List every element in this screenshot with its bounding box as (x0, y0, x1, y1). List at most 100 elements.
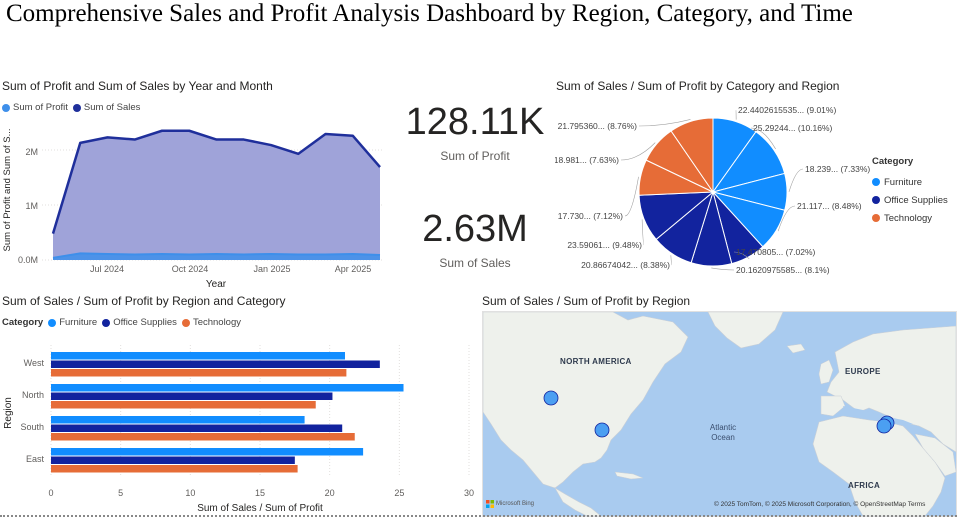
bar-rect[interactable] (51, 416, 305, 424)
pie-data-label: 18.239... (7.33%) (805, 164, 870, 174)
legend-dot (872, 196, 880, 204)
map-bubble-east[interactable] (876, 418, 892, 434)
pie-chart[interactable]: 22.4402615535... (9.01%) 25.29244... (10.… (555, 100, 870, 285)
pie-leader-line (670, 255, 673, 266)
bar-legend-furniture[interactable]: Furniture (59, 317, 98, 328)
pie-data-label: 25.29244... (10.16%) (753, 123, 833, 133)
pie-leader-line (750, 127, 776, 150)
legend-dot (102, 318, 111, 327)
pie-leader-line (733, 251, 750, 260)
pie-leader-line (641, 219, 645, 246)
bar-category-label: West (24, 358, 45, 368)
bar-x-tick: 0 (48, 488, 53, 498)
map-label-north-america: NORTH AMERICA (560, 357, 632, 366)
map-copyright[interactable]: © 2025 TomTom, © 2025 Microsoft Corporat… (714, 501, 926, 508)
bar-rect[interactable] (51, 392, 333, 401)
map-land-shapes (483, 312, 956, 516)
bar-legend-office-supplies[interactable]: Office Supplies (113, 317, 177, 328)
pie-data-label: 17.730... (7.12%) (558, 211, 623, 221)
pie-leader-line (638, 119, 691, 127)
area-chart-title: Sum of Profit and Sum of Sales by Year a… (2, 79, 273, 93)
pie-leader-line (777, 205, 796, 232)
area-y-tick: 0.0M (18, 255, 38, 265)
bar-category-label: East (26, 454, 45, 464)
sales-area-fill (53, 130, 380, 260)
kpi-sales-value: 2.63M (422, 208, 528, 250)
pie-data-label: 20.1620975585... (8.1%) (736, 265, 830, 275)
legend-profit-label[interactable]: Sum of Profit (13, 102, 68, 113)
area-y-axis-label: Sum of Profit and Sum of S... (2, 128, 13, 251)
pie-legend-item-furniture[interactable]: Furniture (872, 173, 948, 191)
pie-data-label: 21.795360... (8.76%) (558, 121, 638, 131)
pie-leader-line (788, 168, 804, 192)
pie-leader-line (620, 142, 656, 161)
pie-leader-line (711, 267, 735, 271)
legend-dot (181, 318, 190, 327)
pie-data-label: 18.981... (7.63%) (555, 155, 619, 165)
bar-rect[interactable] (51, 448, 364, 456)
microsoft-logo-icon (486, 500, 494, 508)
pie-legend-item-office-supplies[interactable]: Office Supplies (872, 191, 948, 209)
map-label-atlantic-ocean: Atlantic Ocean (701, 423, 745, 443)
bar-rect[interactable] (51, 401, 316, 409)
pie-data-label: 21.117... (8.48%) (797, 201, 862, 211)
area-x-tick: Jul 2024 (90, 264, 124, 274)
bar-category-label: North (22, 390, 44, 400)
pie-legend: Category Furniture Office Supplies Techn… (872, 156, 948, 227)
legend-sales-label[interactable]: Sum of Sales (83, 102, 141, 113)
bar-x-tick: 20 (325, 488, 335, 498)
bing-label: Microsoft Bing (496, 501, 535, 507)
bar-rect[interactable] (51, 369, 347, 377)
bar-rect[interactable] (51, 456, 295, 465)
bar-rect[interactable] (51, 424, 343, 433)
dashboard-title: Comprehensive Sales and Profit Analysis … (6, 0, 853, 27)
bar-x-tick: 15 (255, 488, 265, 498)
pie-data-label: 17.470805... (7.02%) (736, 247, 816, 257)
bar-rect[interactable] (51, 433, 355, 441)
map-bubble-south[interactable] (594, 422, 610, 438)
page-bottom-border (0, 515, 957, 517)
kpi-profit-label: Sum of Profit (440, 149, 510, 163)
bar-chart[interactable]: Region West North South East 0 5 10 15 20 25 30 S… (0, 333, 480, 515)
sales-series-line[interactable] (51, 129, 381, 234)
legend-dot (48, 318, 57, 327)
legend-label: Office Supplies (884, 194, 948, 206)
bar-legend-title: Category (2, 317, 44, 328)
bar-y-axis-label: Region (3, 397, 14, 429)
bar-chart-legend: Category Furniture Office Supplies Techn… (2, 317, 241, 328)
bar-x-axis-label: Sum of Sales / Sum of Profit (197, 503, 323, 514)
map-bing-logo: Microsoft Bing (486, 500, 534, 508)
bar-legend-technology[interactable]: Technology (192, 317, 241, 328)
bar-rect[interactable] (51, 352, 345, 360)
legend-profit-dot (2, 103, 10, 112)
pie-data-label: 22.4402615535... (9.01%) (738, 105, 836, 115)
pie-chart-title: Sum of Sales / Sum of Profit by Category… (556, 79, 840, 93)
bar-x-tick: 25 (394, 488, 404, 498)
bar-category-label: South (20, 422, 44, 432)
area-x-tick: Oct 2024 (172, 264, 209, 274)
area-y-tick: 2M (25, 147, 38, 157)
ocean-line-1: Atlantic (709, 423, 737, 432)
pie-legend-item-technology[interactable]: Technology (872, 209, 948, 227)
bar-rect[interactable] (51, 465, 298, 473)
map-visual[interactable]: NORTH AMERICA EUROPE AFRICA Atlantic Oce… (482, 311, 957, 517)
bar-rect[interactable] (51, 360, 380, 369)
area-chart-legend: Sum of Profit Sum of Sales (2, 102, 140, 113)
pie-leader-line (624, 176, 639, 217)
pie-slice[interactable] (670, 117, 714, 194)
map-label-africa: AFRICA (848, 481, 881, 490)
map-label-europe: EUROPE (845, 367, 881, 376)
area-x-tick: Apr 2025 (335, 264, 372, 274)
area-chart[interactable]: Sum of Profit and Sum of S... 0.0M 1M 2M… (0, 118, 392, 290)
profit-series-line[interactable] (52, 252, 381, 259)
area-x-axis-label: Year (206, 279, 227, 290)
bar-rect[interactable] (51, 384, 404, 392)
bar-x-tick: 5 (118, 488, 123, 498)
kpi-profit-value: 128.11K (405, 101, 545, 143)
bar-x-tick: 10 (185, 488, 195, 498)
legend-dot (872, 178, 880, 186)
legend-label: Technology (884, 212, 933, 224)
pie-data-label: 23.59061... (9.48%) (567, 240, 642, 250)
map-bubble-west[interactable] (543, 390, 559, 406)
ocean-line-2: Ocean (711, 433, 735, 442)
